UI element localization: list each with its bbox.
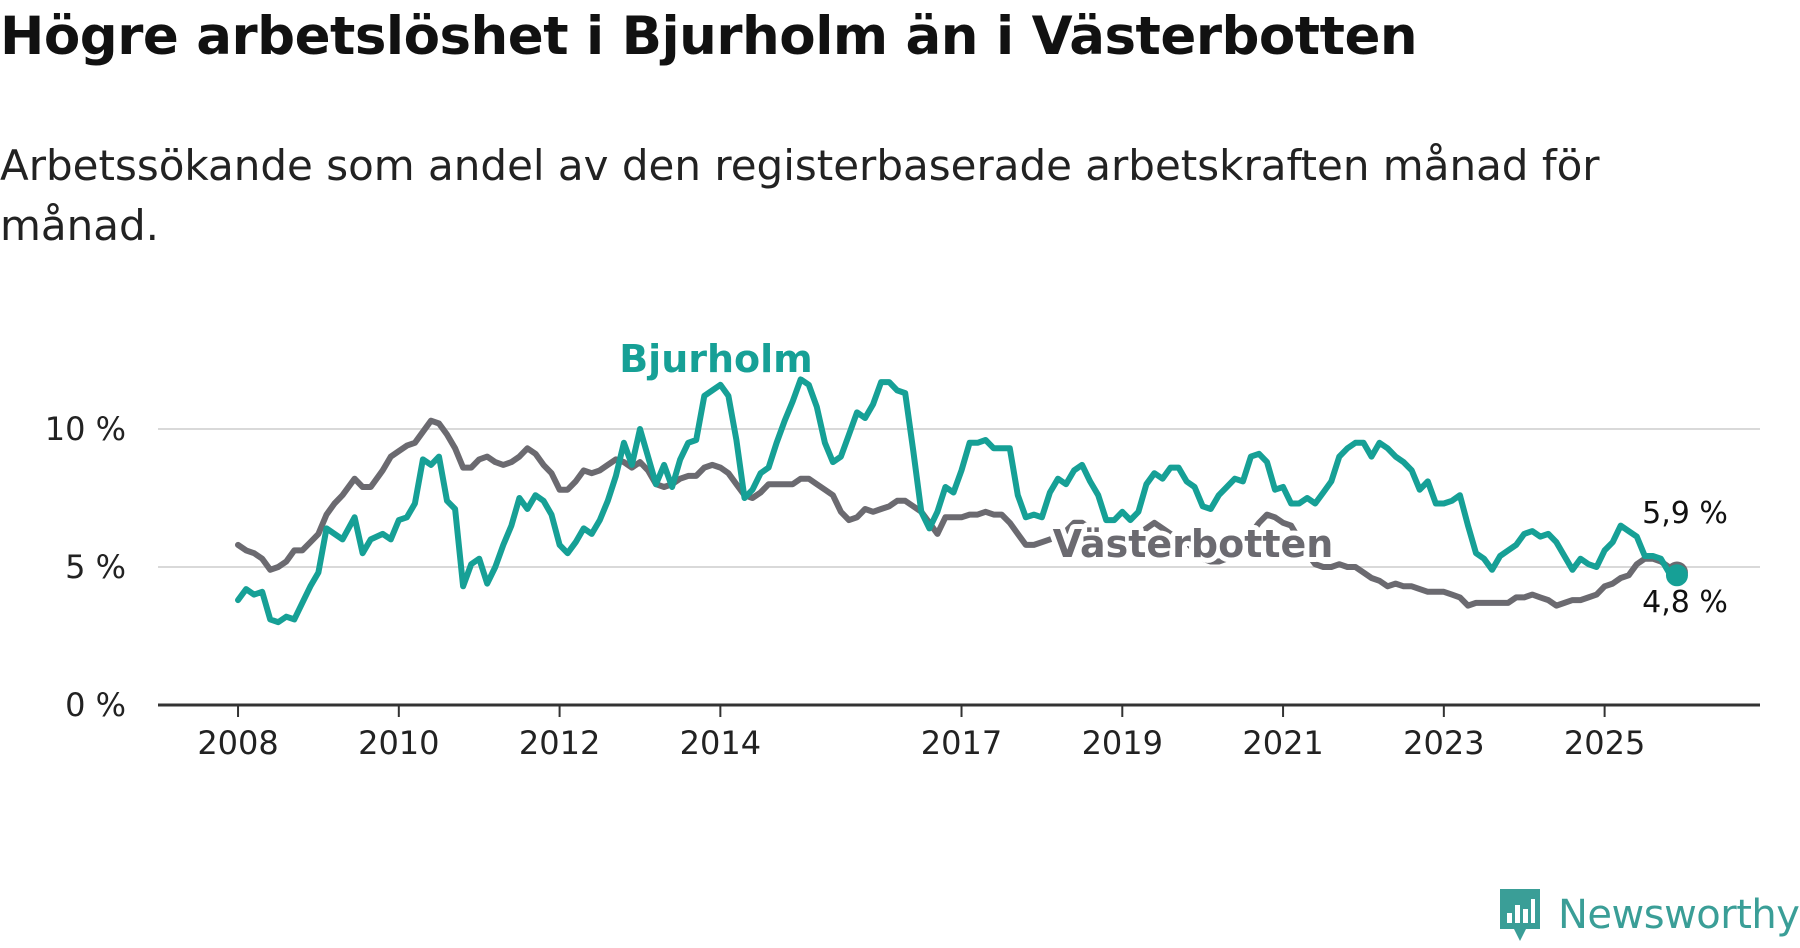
x-tick-label: 2021 xyxy=(1242,724,1323,762)
axes: 0 % 5 % 10 % 2008 2010 2012 2014 2017 2019 2021 20… xyxy=(45,410,1760,762)
series-end-marker xyxy=(1665,564,1688,587)
series-labels: Bjurholm Västerbotten 5,9 % 4,8 % xyxy=(614,332,1728,620)
series-line-bjurholm xyxy=(235,376,1680,626)
series-lines xyxy=(235,376,1688,626)
chart-title: Högre arbetslöshet i Bjurholm än i Väste… xyxy=(0,6,1418,67)
newsworthy-logo: Newsworthy xyxy=(1496,885,1800,945)
series-label-bjurholm: Bjurholm xyxy=(619,337,813,381)
x-tick-label: 2025 xyxy=(1564,724,1645,762)
y-tick-label: 5 % xyxy=(65,548,126,586)
y-tick-label: 0 % xyxy=(65,686,126,724)
end-label-vasterbotten: 4,8 % xyxy=(1642,585,1728,620)
series-label-vasterbotten: Västerbotten xyxy=(1053,522,1334,566)
x-tick-label: 2023 xyxy=(1403,724,1484,762)
end-label-bjurholm: 5,9 % xyxy=(1642,496,1728,531)
y-tick-label: 10 % xyxy=(45,410,126,448)
x-tick-label: 2008 xyxy=(197,724,278,762)
chart-subtitle: Arbetssökande som andel av den registerb… xyxy=(0,141,1600,250)
x-tick-label: 2012 xyxy=(519,724,600,762)
series-line-v-sterbotten xyxy=(235,417,1680,609)
x-tick-label: 2019 xyxy=(1082,724,1163,762)
newsworthy-logo-text: Newsworthy xyxy=(1558,892,1800,938)
x-tick-label: 2010 xyxy=(358,724,439,762)
x-tick-label: 2014 xyxy=(680,724,761,762)
newsworthy-logo-icon xyxy=(1500,889,1540,941)
x-tick-label: 2017 xyxy=(921,724,1002,762)
